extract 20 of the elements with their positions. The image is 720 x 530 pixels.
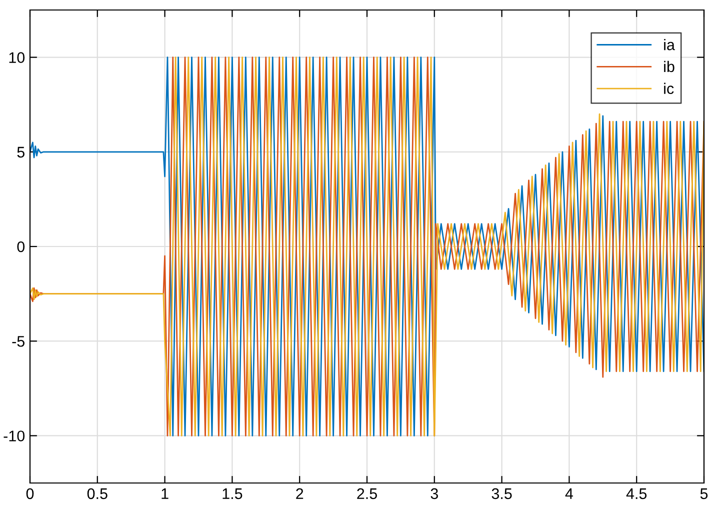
- y-tick-label: 5: [17, 146, 24, 158]
- x-tick-label: 3.5: [492, 488, 512, 500]
- legend-label: ia: [664, 39, 675, 50]
- y-tick-label: 0: [17, 241, 25, 252]
- x-tick-label: 0: [26, 488, 34, 500]
- legend-label: ib: [664, 60, 674, 72]
- legend-label: ic: [664, 82, 674, 94]
- y-tick-label: -5: [12, 336, 24, 347]
- line-series: [30, 56, 704, 436]
- x-tick-label: 2: [296, 488, 304, 499]
- x-tick-label: 1: [162, 488, 168, 499]
- x-tick-label: 1.5: [222, 488, 242, 500]
- x-tick-label: 4.5: [626, 488, 647, 500]
- x-tick-label: 4: [565, 488, 573, 499]
- y-tick-label: -10: [4, 430, 25, 442]
- y-tick-label: 10: [9, 52, 25, 63]
- x-tick-label: 0.5: [87, 488, 108, 500]
- x-tick-label: 2.5: [357, 488, 377, 500]
- x-tick-label: 5: [700, 488, 708, 500]
- x-tick-label: 3: [430, 488, 438, 500]
